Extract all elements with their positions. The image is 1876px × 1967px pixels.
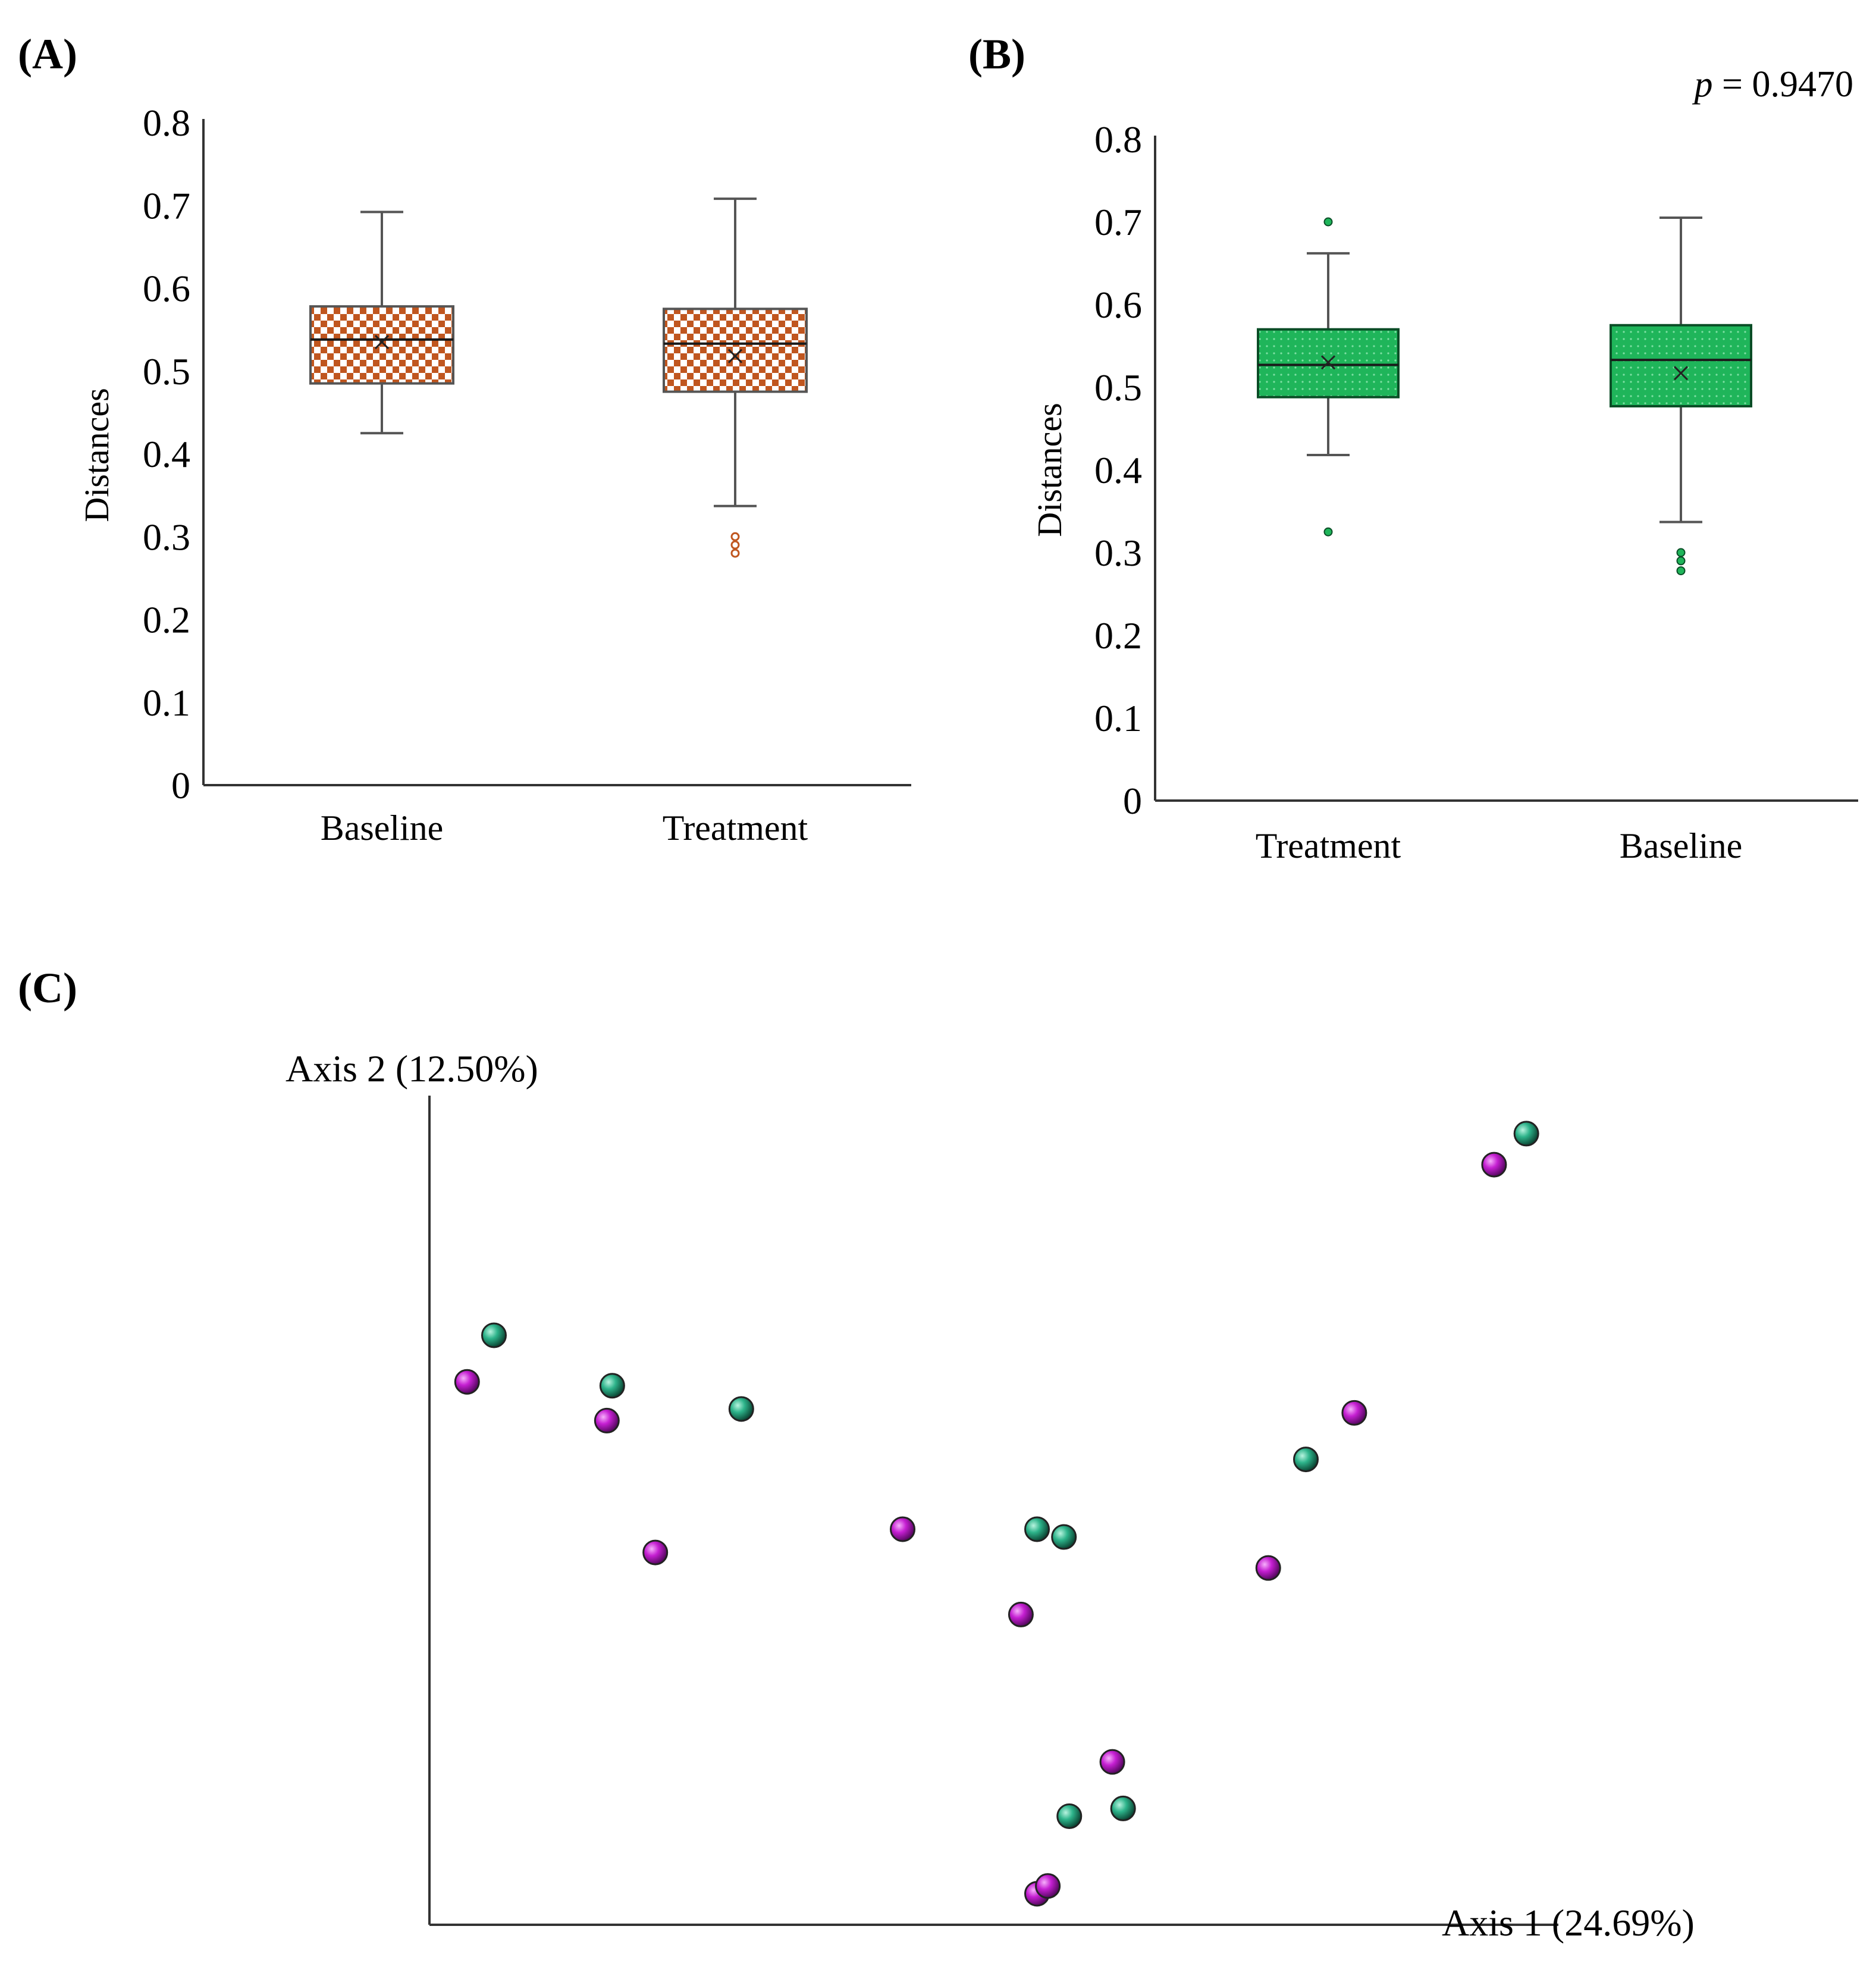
panel-a-y-axis-label: Distances (77, 388, 116, 522)
point-baseline (1341, 1400, 1367, 1426)
iqr-box (663, 308, 808, 393)
y-tick-label: 0.7 (1094, 201, 1142, 243)
panel-b-y-axis-label: Distances (1030, 403, 1069, 537)
panel-c: (C) Axis 2 (12.50%) Axis 1 (24.69%) (18, 964, 1695, 1944)
y-tick-label: 0.6 (143, 268, 190, 310)
category-label: Baseline (1620, 826, 1743, 865)
y-tick-label: 0.2 (1094, 614, 1142, 657)
outlier-point (730, 532, 740, 541)
box-baseline: Baseline (1610, 217, 1752, 865)
y-tick-label: 0.3 (143, 516, 190, 558)
panel-a: (A) Distances 00.10.20.30.40.50.60.70.8 … (18, 30, 911, 848)
mean-marker (1673, 366, 1689, 381)
y-tick-label: 0 (1123, 780, 1142, 822)
category-label: Treatment (663, 808, 808, 848)
outlier-point (730, 540, 740, 550)
mean-marker (727, 349, 743, 363)
box-treatment: Treatment (663, 197, 808, 848)
point-baseline (1481, 1152, 1507, 1178)
iqr-box (309, 305, 454, 385)
iqr-box (1610, 324, 1752, 407)
point-treatment (728, 1396, 754, 1422)
outlier-point (1323, 217, 1333, 227)
box-treatment: Treatment (1256, 217, 1401, 865)
category-label: Treatment (1256, 826, 1401, 865)
outlier-point (1676, 548, 1686, 557)
point-treatment (1051, 1524, 1077, 1550)
panel-c-points (454, 1121, 1539, 1907)
point-treatment (599, 1373, 625, 1399)
point-treatment (1513, 1121, 1539, 1147)
p-value-annotation: p = 0.9470 (1692, 64, 1853, 105)
mean-marker (1320, 355, 1336, 370)
outlier-point (1323, 527, 1333, 537)
y-tick-label: 0.1 (143, 682, 190, 724)
point-baseline (1035, 1873, 1061, 1899)
panel-a-axes: 0 0.1 0.2 0.3 0.4 0.5 0.6 0.7 0.8 (143, 102, 911, 807)
y-tick-label: 0.2 (143, 599, 190, 641)
y-tick-label: 0.4 (143, 433, 190, 475)
y-tick-label: 0.5 (1094, 366, 1142, 409)
point-baseline (594, 1407, 620, 1433)
point-treatment (481, 1322, 507, 1348)
y-tick-label: 0.6 (1094, 284, 1142, 326)
panel-b-label: (B) (968, 30, 1025, 78)
p-symbol: p (1692, 64, 1713, 105)
point-baseline (1255, 1555, 1281, 1581)
panel-c-y-axis-label: Axis 2 (12.50%) (286, 1047, 538, 1090)
mean-marker (374, 334, 390, 350)
point-treatment (1056, 1803, 1083, 1829)
y-tick-label: 0.8 (1094, 118, 1142, 161)
y-tick-label: 0.4 (1094, 449, 1142, 491)
panel-c-x-axis-label: Axis 1 (24.69%) (1442, 1902, 1695, 1944)
point-baseline (642, 1539, 669, 1566)
point-baseline (454, 1369, 480, 1395)
outlier-point (1676, 556, 1686, 566)
point-treatment (1293, 1447, 1319, 1473)
outlier-point (730, 548, 740, 558)
p-value-text: = 0.9470 (1713, 64, 1853, 105)
panel-b-axes: 0 0.1 0.2 0.3 0.4 0.5 0.6 0.7 0.8 (1094, 118, 1858, 822)
y-tick-label: 0.1 (1094, 697, 1142, 739)
panel-a-label: (A) (18, 30, 77, 78)
outlier-point (1676, 566, 1686, 576)
y-tick-label: 0.5 (143, 350, 190, 393)
panel-c-label: (C) (18, 964, 77, 1012)
point-treatment (1110, 1795, 1136, 1821)
panel-b: (B) p = 0.9470 Distances 0 0.1 0.2 0.3 0.4 0.… (968, 30, 1858, 865)
y-tick-label: 0.7 (143, 184, 190, 227)
y-tick-label: 0.8 (143, 102, 190, 144)
box-baseline: Baseline (309, 211, 454, 848)
category-label: Baseline (321, 808, 444, 848)
point-baseline (890, 1516, 916, 1542)
panel-b-boxes: Treatment Baseline (1256, 217, 1752, 865)
point-treatment (1024, 1516, 1050, 1542)
panel-a-boxes: Baseline Treatment (309, 197, 808, 848)
point-baseline (1099, 1749, 1125, 1775)
y-tick-label: 0.3 (1094, 532, 1142, 574)
y-tick-label: 0 (171, 764, 190, 807)
point-baseline (1008, 1601, 1034, 1627)
